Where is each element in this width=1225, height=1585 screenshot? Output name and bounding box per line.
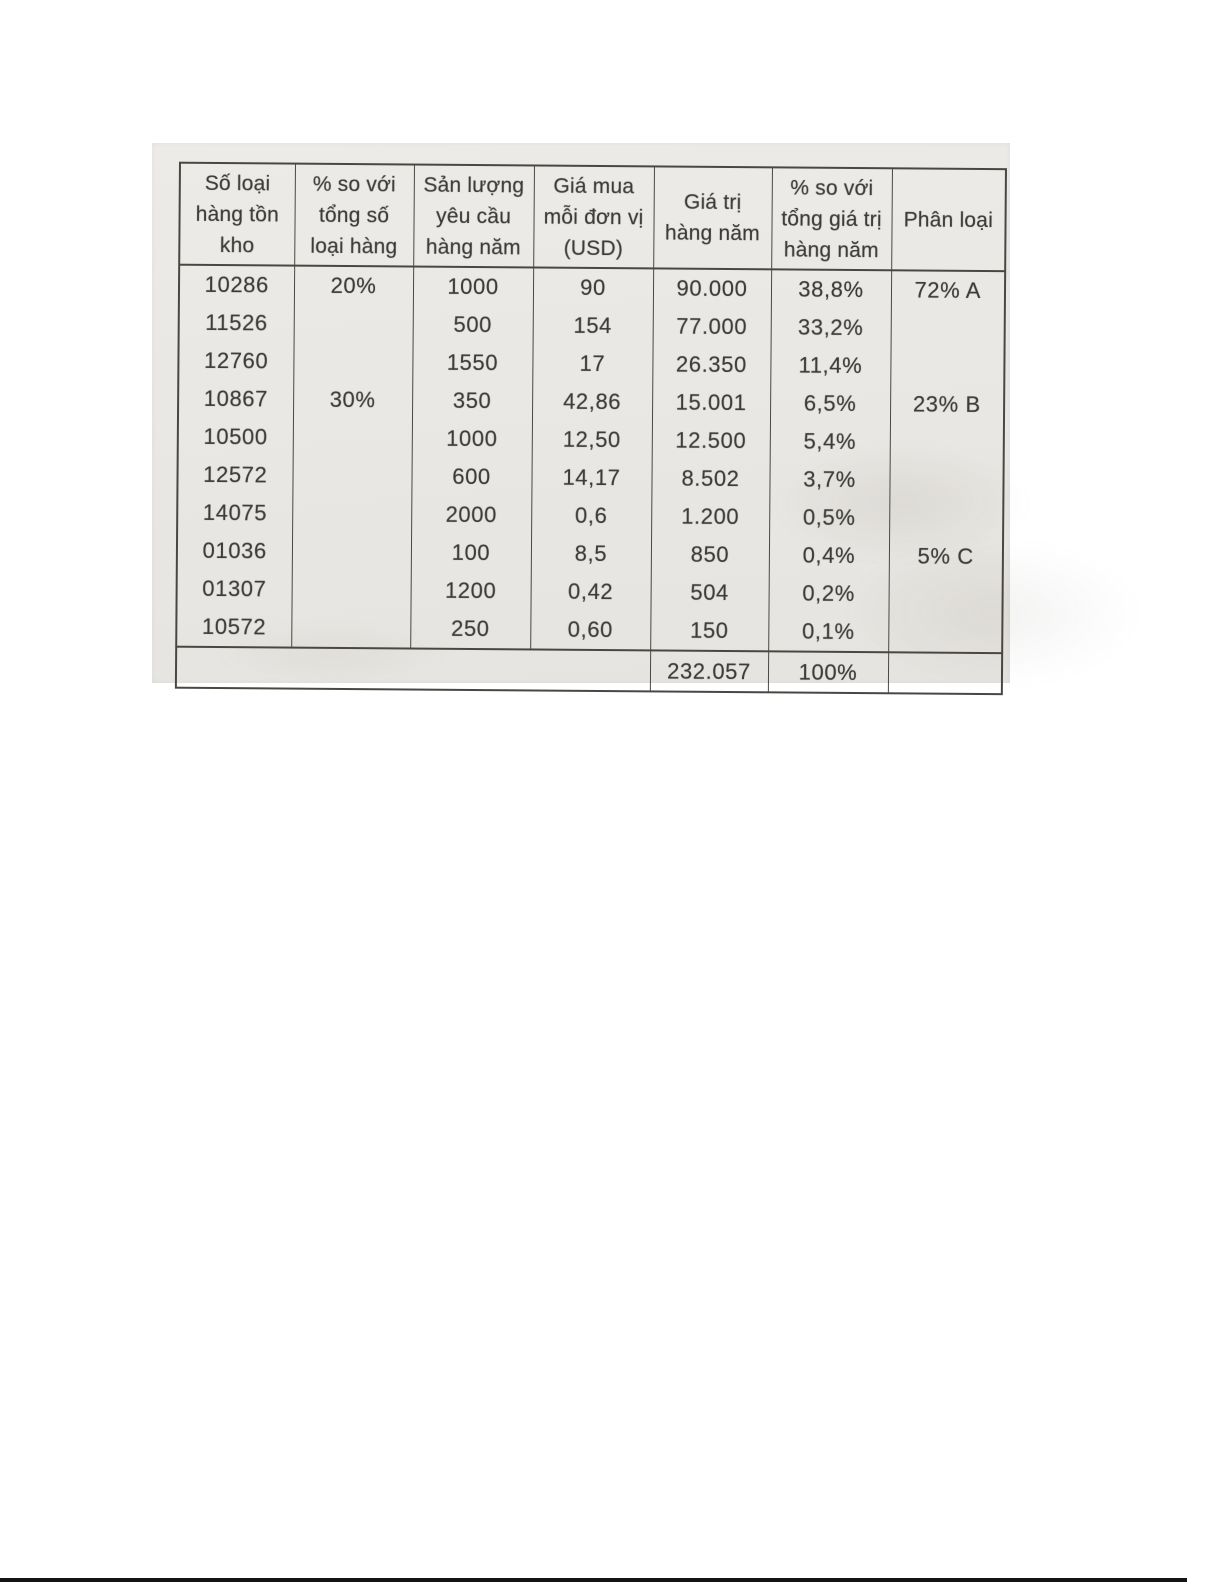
cell-demand: 600 <box>411 457 532 497</box>
cell-demand: 1550 <box>412 343 533 383</box>
cell-pct-types <box>292 456 412 496</box>
table-row: 10572 250 0,60 150 0,1% <box>176 607 1003 654</box>
cell-annual-value: 504 <box>650 573 769 613</box>
cell-item-code: 10867 <box>177 379 294 419</box>
table-row: 12572 600 14,17 8.502 3,7% <box>177 455 1004 501</box>
table-row: 01307 1200 0,42 504 0,2% <box>176 569 1003 615</box>
cell-pct-value: 38,8% <box>770 269 892 310</box>
cell-demand: 100 <box>410 533 532 573</box>
cell-demand: 250 <box>410 609 531 650</box>
header-row: Số loại hàng tồn kho % so với tổng số lo… <box>179 162 1006 272</box>
cell-unit-price: 14,17 <box>531 458 652 498</box>
table-row: 12760 1550 17 26.350 11,4% <box>178 341 1005 387</box>
cell-class <box>889 499 1004 539</box>
cell-pct-value: 5,4% <box>769 422 890 462</box>
cell-pct-value: 0,2% <box>768 574 889 614</box>
cell-class <box>890 309 1005 349</box>
cell-unit-price: 12,50 <box>531 420 652 460</box>
table-row: 10286 20% 1000 90 90.000 38,8% 72% A <box>178 264 1006 311</box>
cell-unit-price: 0,6 <box>531 496 652 536</box>
cell-demand: 1200 <box>410 571 531 611</box>
cell-unit-price: 90 <box>532 267 654 308</box>
cell-annual-value: 26.350 <box>652 345 771 385</box>
cell-class: 23% B <box>889 385 1005 425</box>
cell-unit-price: 0,60 <box>530 610 651 651</box>
cell-item-code: 11526 <box>178 303 294 343</box>
table-row: 01036 100 8,5 850 0,4% 5% C <box>176 531 1004 577</box>
cell-annual-value: 850 <box>650 535 770 575</box>
cell-pct-types <box>293 342 413 382</box>
cell-pct-value: 6,5% <box>769 384 891 424</box>
cell-class <box>888 575 1003 615</box>
cell-demand: 1000 <box>412 266 534 307</box>
cell-unit-price: 42,86 <box>531 382 653 422</box>
header-item-code: Số loại hàng tồn kho <box>179 162 295 266</box>
cell-demand: 2000 <box>411 495 532 535</box>
cell-demand: 350 <box>411 381 533 421</box>
cell-item-code: 10500 <box>177 417 293 457</box>
cell-class <box>888 613 1003 654</box>
cell-item-code: 12760 <box>178 341 294 381</box>
cell-item-code: 01036 <box>176 531 293 571</box>
header-pct-of-item-types: % so với tổng số loại hàng <box>294 163 414 267</box>
table-row: 10500 1000 12,50 12.500 5,4% <box>177 417 1004 463</box>
cell-annual-value: 150 <box>650 611 769 652</box>
cell-annual-value: 77.000 <box>652 307 771 347</box>
cell-class <box>890 347 1005 387</box>
cell-annual-value: 90.000 <box>652 268 772 309</box>
cell-unit-price: 0,42 <box>530 572 651 612</box>
cell-pct-value: 33,2% <box>770 308 891 348</box>
total-row: 232.057 100% <box>175 646 1003 695</box>
cell-annual-value: 8.502 <box>651 459 770 499</box>
cell-pct-value: 0,1% <box>768 612 889 653</box>
header-classification: Phân loại <box>891 168 1006 272</box>
cell-pct-types <box>293 304 413 344</box>
cell-demand: 1000 <box>411 419 532 459</box>
cell-unit-price: 154 <box>532 306 653 346</box>
header-annual-demand: Sản lượng yêu cầu hàng năm <box>413 164 534 268</box>
cell-class: 72% A <box>890 270 1006 311</box>
page-bottom-rule <box>0 1578 1187 1582</box>
cell-unit-price: 17 <box>532 344 653 384</box>
cell-pct-types <box>292 494 412 534</box>
cell-class <box>889 461 1004 501</box>
cell-demand: 500 <box>412 305 533 345</box>
header-annual-value: Giá trị hàng năm <box>653 166 772 270</box>
cell-pct-value: 11,4% <box>770 346 891 386</box>
cell-class <box>889 423 1004 463</box>
cell-pct-types <box>292 418 412 458</box>
cell-item-code: 14075 <box>177 493 293 533</box>
cell-pct-types: 20% <box>293 265 414 306</box>
cell-pct-value: 0,5% <box>769 498 890 538</box>
cell-pct-types <box>291 570 411 610</box>
cell-annual-value: 12.500 <box>651 421 770 461</box>
header-unit-price: Giá mua mỗi đơn vị (USD) <box>533 165 654 269</box>
table-row: 10867 30% 350 42,86 15.001 6,5% 23% B <box>177 379 1005 425</box>
cell-pct-value: 0,4% <box>768 536 890 576</box>
cell-pct-value: 3,7% <box>769 460 890 500</box>
cell-pct-types <box>291 608 411 649</box>
inventory-abc-table: Số loại hàng tồn kho % so với tổng số lo… <box>174 161 1007 696</box>
cell-pct-types <box>291 532 412 572</box>
total-annual-value: 232.057 <box>649 650 769 693</box>
table-row: 14075 2000 0,6 1.200 0,5% <box>177 493 1004 539</box>
cell-item-code: 10572 <box>176 607 292 648</box>
cell-annual-value: 15.001 <box>651 383 771 423</box>
cell-unit-price: 8,5 <box>530 534 652 574</box>
cell-pct-types: 30% <box>292 380 413 420</box>
cell-class: 5% C <box>888 537 1004 577</box>
cell-item-code: 10286 <box>178 264 295 305</box>
scanned-page: Số loại hàng tồn kho % so với tổng số lo… <box>152 143 1142 696</box>
header-pct-of-annual-value: % so với tổng giá trị hàng năm <box>771 167 892 271</box>
total-class-cell <box>887 652 1003 695</box>
table-row: 11526 500 154 77.000 33,2% <box>178 303 1005 349</box>
total-spacer-cell <box>175 646 651 692</box>
cell-item-code: 01307 <box>176 569 292 609</box>
cell-item-code: 12572 <box>177 455 293 495</box>
cell-annual-value: 1.200 <box>651 497 770 537</box>
total-percent: 100% <box>767 651 889 694</box>
